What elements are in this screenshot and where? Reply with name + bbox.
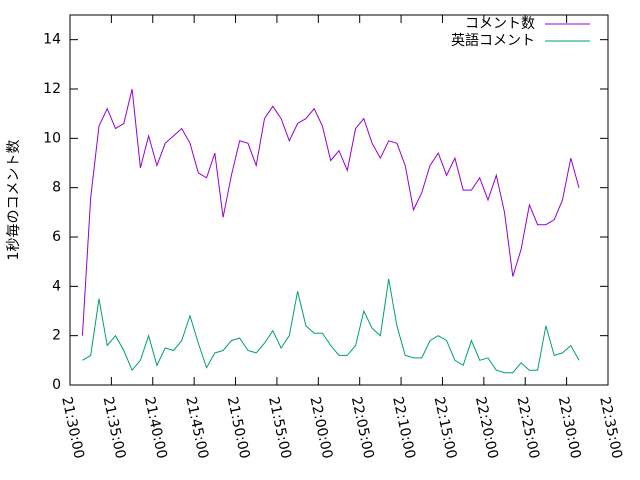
y-tick-label: 12 (43, 81, 61, 97)
x-tick-label: 22:20:00 (472, 395, 501, 460)
legend-label: コメント数 (465, 16, 535, 32)
x-tick-label: 22:10:00 (389, 395, 418, 460)
y-tick-label: 4 (52, 278, 61, 294)
x-tick-label: 21:40:00 (141, 395, 170, 460)
x-tick-label: 21:35:00 (100, 395, 129, 460)
x-tick-label: 22:15:00 (431, 395, 460, 460)
series-line (81, 88, 580, 336)
x-tick-label: 22:00:00 (306, 395, 335, 460)
plot-border (69, 14, 609, 386)
x-tick-label: 21:30:00 (58, 395, 87, 460)
series-line (82, 278, 580, 374)
y-axis-label: 1秒毎のコメント数 (6, 140, 22, 261)
x-tick-label: 21:50:00 (224, 395, 253, 460)
x-tick-label: 22:30:00 (555, 395, 584, 460)
y-tick-label: 10 (43, 130, 61, 146)
y-tick-label: 6 (52, 229, 61, 245)
x-tick-label: 21:45:00 (182, 395, 211, 460)
y-tick-label: 2 (52, 328, 61, 344)
y-tick-label: 0 (52, 377, 61, 393)
x-tick-label: 22:35:00 (596, 395, 625, 460)
y-tick-label: 14 (43, 32, 61, 48)
y-tick-label: 8 (52, 180, 61, 196)
x-tick-label: 22:25:00 (513, 395, 542, 460)
legend-label: 英語コメント (451, 32, 535, 49)
x-tick-label: 21:55:00 (265, 395, 294, 460)
x-tick-label: 22:05:00 (348, 395, 377, 460)
